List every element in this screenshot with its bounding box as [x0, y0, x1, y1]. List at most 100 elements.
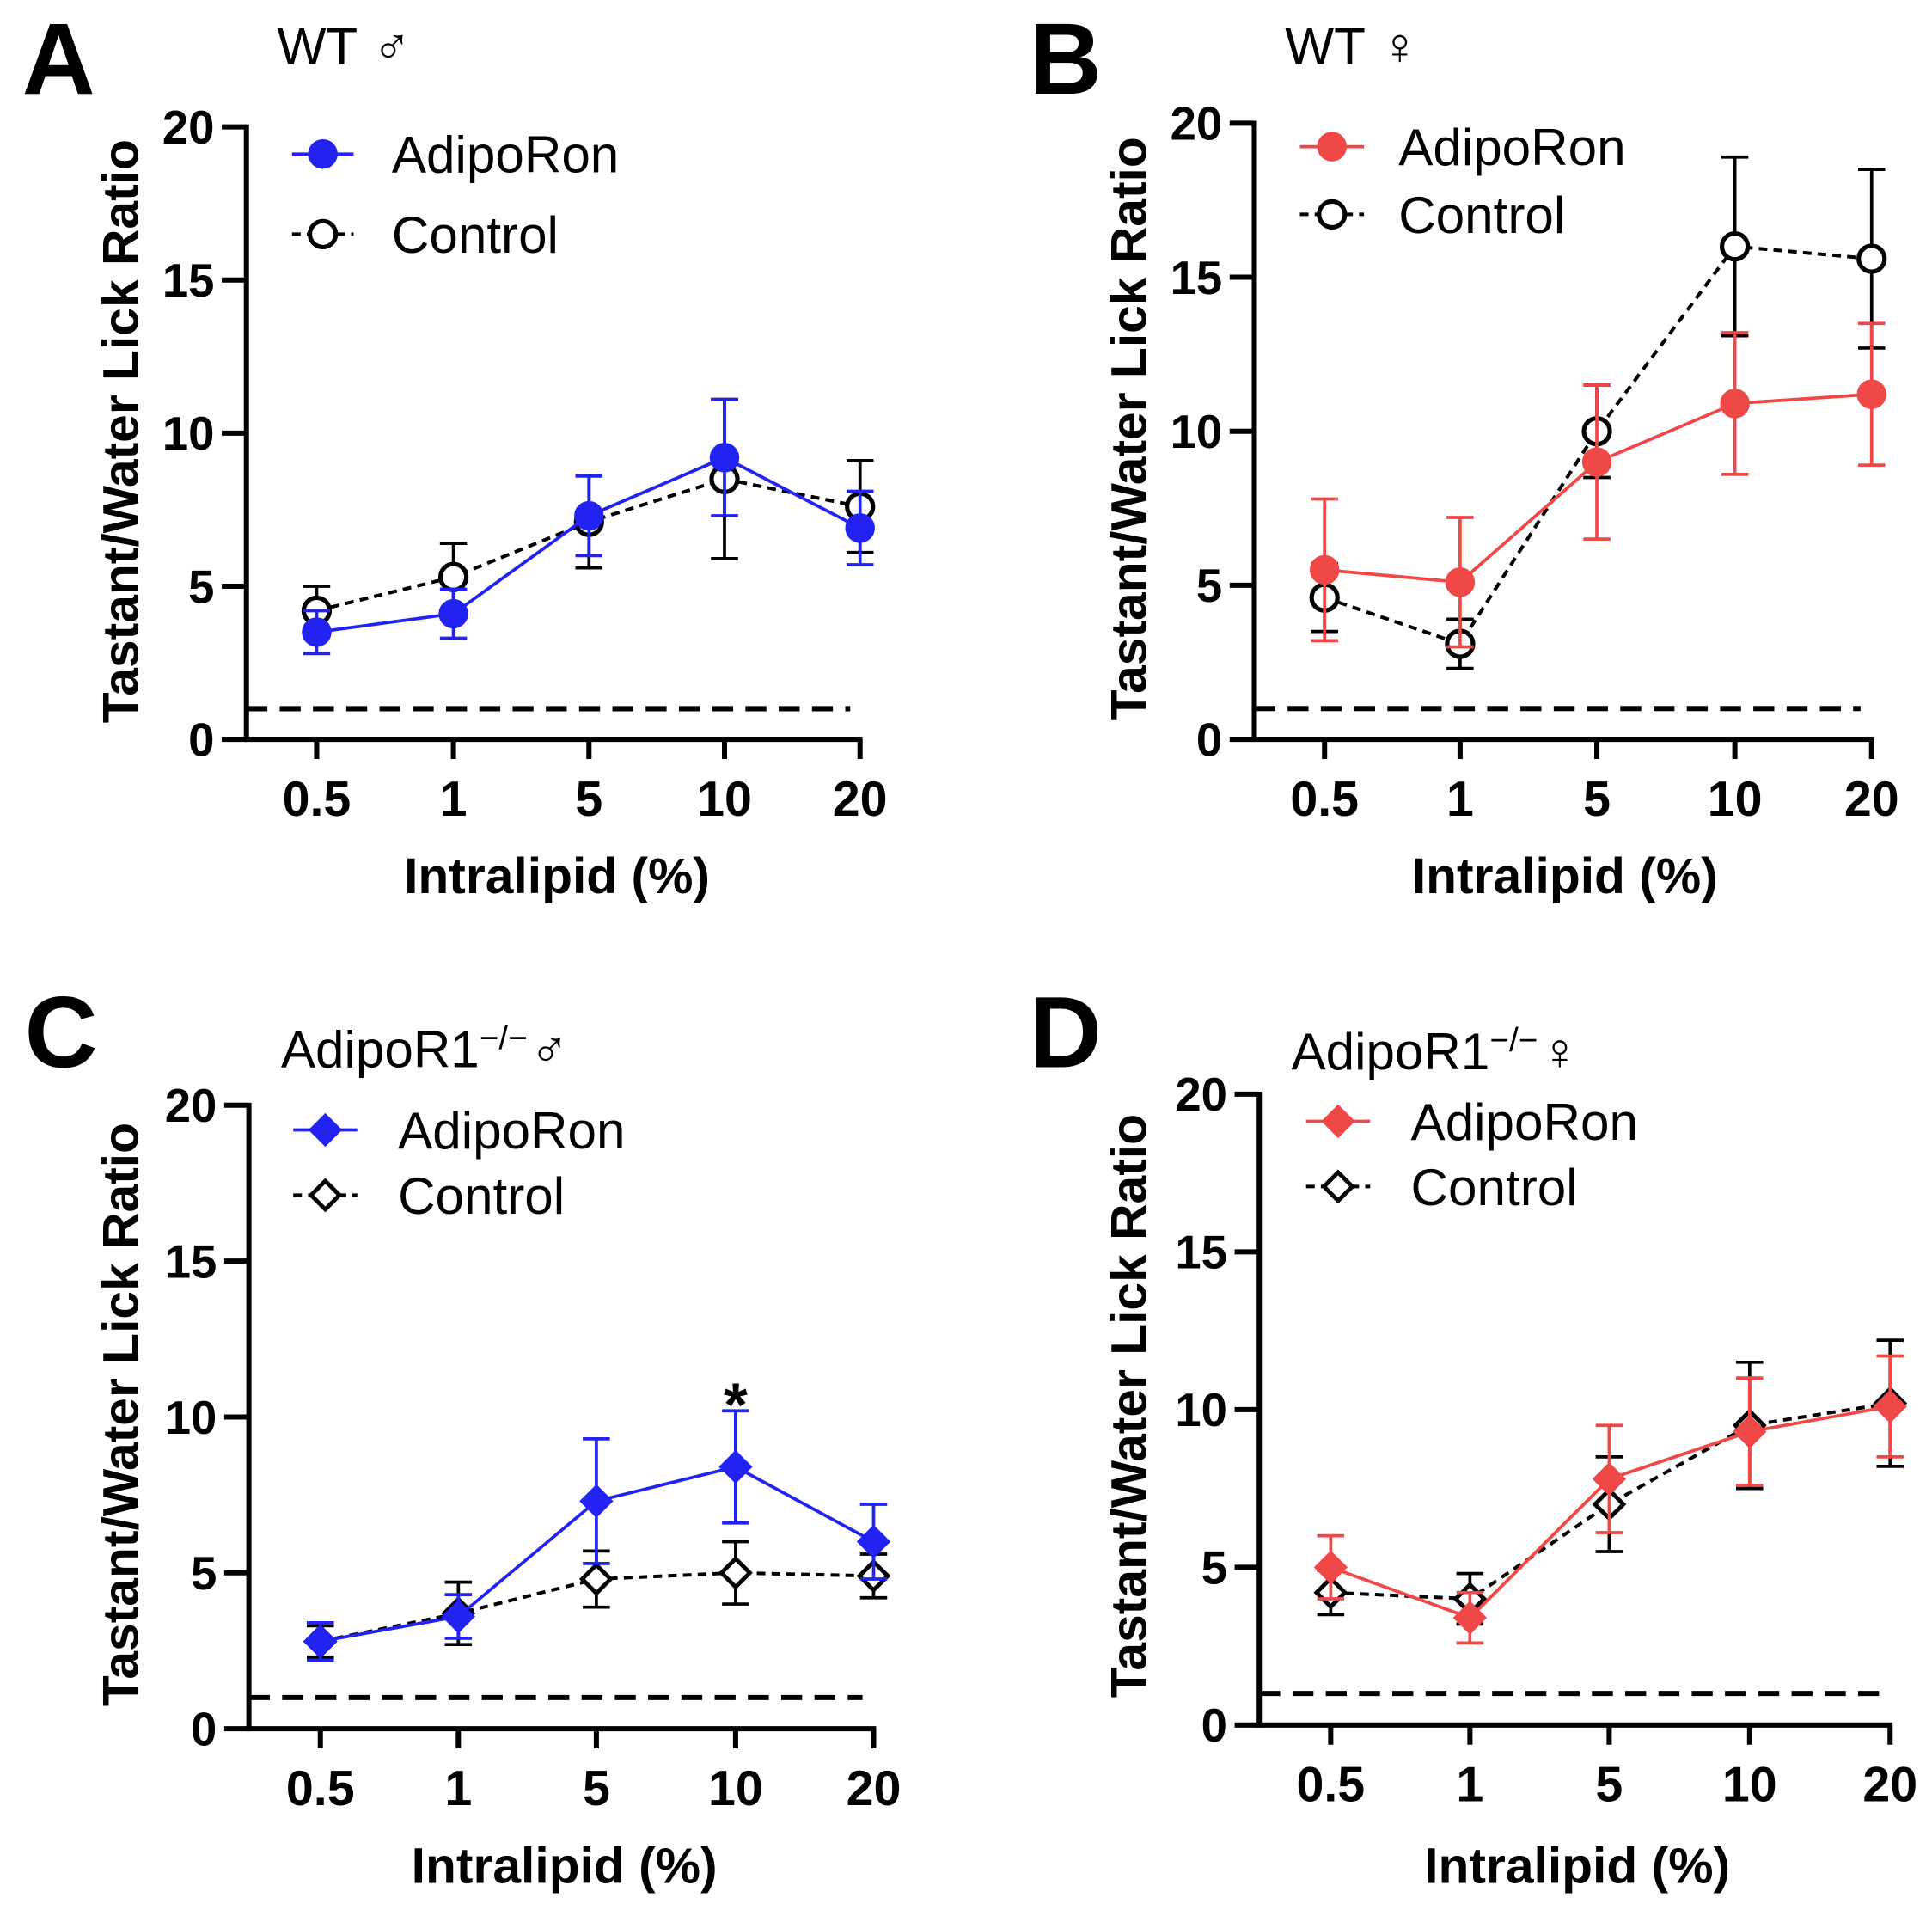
legend-label-control: Control [398, 1167, 565, 1225]
legend-marker-adiporon [1317, 132, 1348, 162]
x-tick-label-0.5: 0.5 [1297, 1758, 1366, 1813]
panel-label: A [22, 3, 95, 115]
y-tick-label-10: 10 [165, 1392, 217, 1444]
panel-a: A WT ♂ Tastant/Water Lick Ratio Intralipi… [22, 3, 888, 904]
title-main: WT [1285, 18, 1366, 76]
adiporon-point-20 [1873, 1389, 1907, 1423]
x-axis-label: Intralipid (%) [404, 848, 710, 904]
sex-symbol: ♂ [372, 18, 411, 76]
legend-marker-adiporon [308, 1112, 343, 1148]
panel-title: AdipoR1−/−♀ [1291, 1022, 1579, 1080]
y-tick-label-10: 10 [1175, 1384, 1227, 1436]
legend-marker-control [1317, 199, 1348, 230]
control-point-10 [1719, 231, 1751, 262]
control-point-1 [437, 561, 469, 592]
panel-c: C AdipoR1−/−♂ Tastant/Water Lick Ratio I… [25, 976, 902, 1894]
control-line [1330, 1401, 1891, 1601]
y-tick-label-20: 20 [165, 1080, 217, 1132]
title-superscript: −/− [1489, 1022, 1538, 1059]
adiporon-point-0.5 [303, 1624, 338, 1659]
adiporon-series [1309, 321, 1886, 649]
x-tick-label-10: 10 [1722, 1758, 1777, 1813]
x-tick-label-1: 1 [1456, 1758, 1483, 1813]
x-tick-label-20: 20 [1844, 772, 1899, 827]
x-tick-label-5: 5 [575, 772, 602, 827]
title-superscript: −/− [480, 1019, 528, 1056]
legend-label-adiporon: AdipoRon [392, 126, 619, 184]
legend-marker-control [308, 1178, 343, 1213]
y-tick-label-0: 0 [188, 713, 214, 766]
sex-symbol: ♀ [1540, 1023, 1579, 1080]
x-tick-label-20: 20 [833, 772, 888, 827]
y-tick-label-10: 10 [1171, 406, 1223, 458]
x-tick-label-10: 10 [1708, 772, 1763, 827]
adiporon-point-5 [1581, 447, 1612, 477]
y-tick-label-15: 15 [1175, 1227, 1227, 1279]
x-tick-label-20: 20 [847, 1761, 902, 1816]
adiporon-point-1 [1452, 1601, 1488, 1635]
adiporon-point-5 [574, 500, 604, 531]
panel-label: D [1029, 976, 1102, 1088]
panel-title: WT ♀ [1285, 18, 1419, 76]
x-tick-label-0.5: 0.5 [286, 1761, 355, 1816]
y-tick-label-0: 0 [191, 1703, 217, 1755]
panel-title: WT ♂ [278, 18, 412, 76]
y-axis-label: Tastant/Water Lick Ratio [1101, 1114, 1157, 1698]
legend-label-control: Control [392, 206, 559, 264]
legend-label-adiporon: AdipoRon [398, 1102, 625, 1160]
y-axis-label: Tastant/Water Lick Ratio [94, 139, 150, 723]
adiporon-point-10 [1720, 389, 1750, 419]
legend-marker-adiporon [308, 138, 338, 169]
y-tick-label-5: 5 [1196, 560, 1222, 612]
adiporon-point-10 [718, 1449, 753, 1484]
control-line [1324, 244, 1872, 646]
significance-marker: * [724, 1370, 748, 1439]
panel-title: AdipoR1−/−♂ [281, 1019, 569, 1078]
y-tick-label-5: 5 [191, 1547, 217, 1600]
adiporon-point-20 [1856, 379, 1886, 409]
adiporon-point-10 [1733, 1414, 1767, 1449]
control-point-10 [718, 1555, 753, 1590]
y-tick-label-15: 15 [165, 1235, 217, 1288]
x-tick-label-5: 5 [583, 1761, 610, 1816]
title-main: AdipoR1 [281, 1020, 480, 1078]
legend-marker-control [307, 218, 339, 249]
control-point-5 [578, 1562, 614, 1596]
x-axis-label: Intralipid (%) [1424, 1838, 1730, 1894]
sex-symbol: ♀ [1380, 18, 1419, 76]
panel-label: B [1029, 3, 1102, 115]
y-tick-label-0: 0 [1201, 1699, 1227, 1752]
y-tick-label-0: 0 [1196, 713, 1222, 766]
x-tick-label-0.5: 0.5 [283, 772, 352, 827]
title-main: AdipoR1 [1291, 1023, 1489, 1080]
adiporon-point-1 [438, 598, 468, 629]
panel-label: C [25, 976, 98, 1088]
y-tick-label-5: 5 [188, 560, 214, 613]
x-tick-label-10: 10 [708, 1761, 763, 1816]
x-tick-label-0.5: 0.5 [1290, 772, 1359, 827]
x-tick-label-1: 1 [1446, 772, 1474, 827]
x-tick-label-1: 1 [444, 1761, 472, 1816]
x-axis-label: Intralipid (%) [412, 1838, 718, 1894]
x-tick-label-5: 5 [1583, 772, 1611, 827]
adiporon-point-20 [845, 513, 875, 543]
panel-b: B WT ♀ Tastant/Water Lick Ratio Intralipi… [1029, 3, 1899, 904]
y-tick-label-20: 20 [1171, 98, 1223, 150]
x-tick-label-1: 1 [440, 772, 468, 827]
adiporon-point-0.5 [302, 617, 332, 647]
legend-label-control: Control [1398, 187, 1565, 244]
y-axis-label: Tastant/Water Lick Ratio [1101, 137, 1157, 720]
control-point-20 [1856, 243, 1887, 274]
x-tick-label-20: 20 [1862, 1758, 1917, 1813]
legend-label-adiporon: AdipoRon [1398, 119, 1625, 176]
adiporon-point-0.5 [1313, 1550, 1348, 1584]
legend-label-adiporon: AdipoRon [1411, 1093, 1638, 1151]
title-main: WT [278, 18, 358, 76]
y-tick-label-5: 5 [1201, 1542, 1227, 1595]
adiporon-point-1 [1445, 567, 1476, 597]
